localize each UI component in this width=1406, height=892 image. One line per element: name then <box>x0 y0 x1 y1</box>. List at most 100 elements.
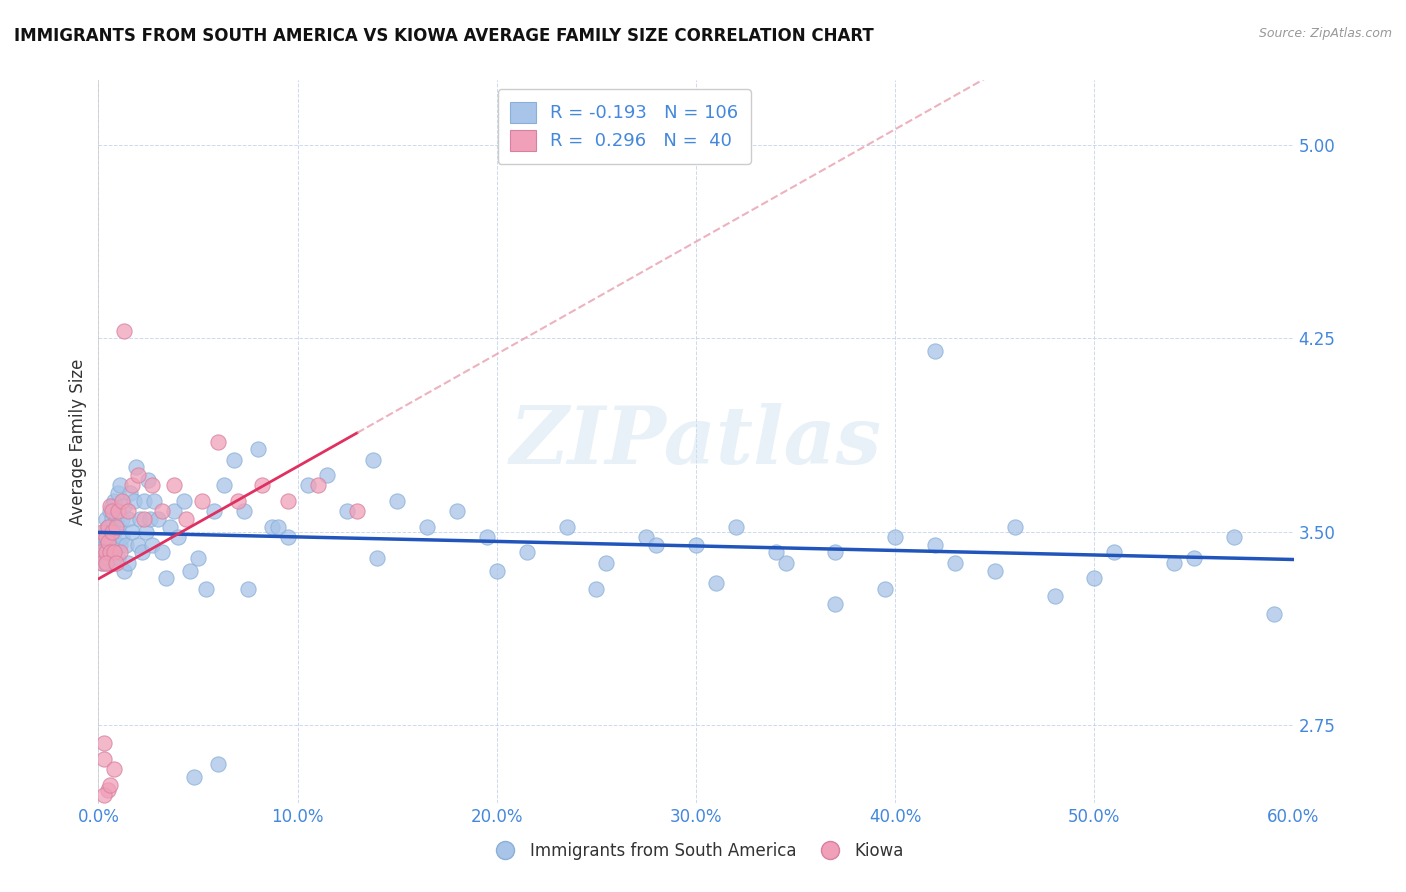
Legend: Immigrants from South America, Kiowa: Immigrants from South America, Kiowa <box>481 836 911 867</box>
Point <box>98 530 122 544</box>
Point <box>222 452 245 467</box>
Point <box>555 519 578 533</box>
Point <box>121 478 143 492</box>
Point <box>884 530 907 544</box>
Point <box>111 512 134 526</box>
Point <box>143 494 166 508</box>
Point <box>117 504 139 518</box>
Point <box>101 504 124 518</box>
Point <box>183 770 205 784</box>
Point <box>141 478 163 492</box>
Point <box>1163 556 1185 570</box>
Point <box>202 504 225 518</box>
Point <box>226 494 249 508</box>
Point <box>277 530 299 544</box>
Point <box>236 582 259 596</box>
Point <box>127 538 149 552</box>
Point <box>139 512 162 526</box>
Point <box>277 494 299 508</box>
Point <box>117 556 139 570</box>
Point <box>107 504 129 518</box>
Point <box>704 576 727 591</box>
Point <box>96 538 118 552</box>
Point <box>112 499 135 513</box>
Point <box>101 524 124 539</box>
Point <box>101 545 124 559</box>
Point <box>943 556 966 570</box>
Point <box>93 736 115 750</box>
Point <box>150 504 173 518</box>
Point <box>125 460 148 475</box>
Point <box>260 519 283 533</box>
Point <box>187 550 209 565</box>
Point <box>173 494 195 508</box>
Point <box>924 538 946 552</box>
Point <box>346 504 368 518</box>
Point <box>93 524 115 539</box>
Point <box>984 564 1007 578</box>
Point <box>191 494 214 508</box>
Point <box>246 442 269 457</box>
Point <box>1182 550 1205 565</box>
Point <box>97 550 120 565</box>
Point <box>636 530 658 544</box>
Point <box>117 512 139 526</box>
Point <box>475 530 498 544</box>
Point <box>98 499 122 513</box>
Point <box>89 545 111 559</box>
Point <box>97 519 120 533</box>
Point <box>516 545 538 559</box>
Point <box>98 541 122 555</box>
Point <box>167 530 190 544</box>
Point <box>129 512 152 526</box>
Point <box>163 504 186 518</box>
Point <box>363 452 385 467</box>
Point <box>174 512 197 526</box>
Point <box>1004 519 1026 533</box>
Point <box>97 535 120 549</box>
Point <box>163 478 186 492</box>
Point <box>121 524 143 539</box>
Point <box>824 545 846 559</box>
Point <box>212 478 235 492</box>
Point <box>124 494 146 508</box>
Point <box>336 504 359 518</box>
Point <box>103 762 125 776</box>
Point <box>101 512 124 526</box>
Point <box>316 468 339 483</box>
Point <box>107 550 129 565</box>
Point <box>1043 590 1066 604</box>
Point <box>93 752 115 766</box>
Point <box>232 504 254 518</box>
Point <box>93 545 115 559</box>
Point <box>105 512 128 526</box>
Point <box>103 545 125 559</box>
Point <box>924 344 946 359</box>
Point <box>1223 530 1246 544</box>
Y-axis label: Average Family Size: Average Family Size <box>69 359 87 524</box>
Point <box>134 512 156 526</box>
Point <box>91 556 114 570</box>
Point <box>110 538 132 552</box>
Point <box>134 494 156 508</box>
Point <box>824 597 846 611</box>
Point <box>105 538 128 552</box>
Point <box>875 582 897 596</box>
Point <box>107 519 129 533</box>
Point <box>485 564 508 578</box>
Text: Source: ZipAtlas.com: Source: ZipAtlas.com <box>1258 27 1392 40</box>
Point <box>136 473 159 487</box>
Point <box>98 504 122 518</box>
Point <box>91 524 114 539</box>
Point <box>107 486 129 500</box>
Point <box>1104 545 1126 559</box>
Point <box>1263 607 1285 622</box>
Point <box>207 434 229 449</box>
Point <box>724 519 747 533</box>
Point <box>159 519 181 533</box>
Point <box>98 778 122 792</box>
Point <box>307 478 329 492</box>
Point <box>120 486 142 500</box>
Point <box>112 564 135 578</box>
Point <box>297 478 319 492</box>
